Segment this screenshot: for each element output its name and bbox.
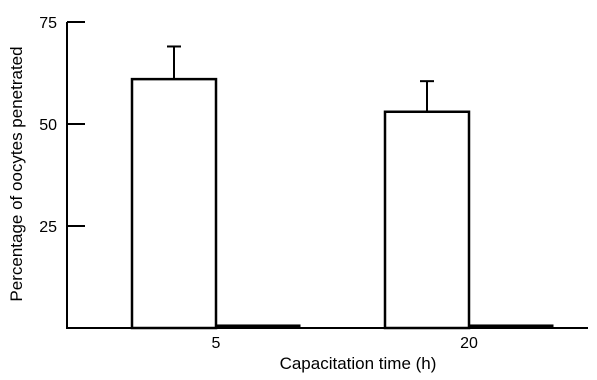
- bar: [130, 77, 218, 330]
- y-tick-label: 25: [39, 219, 57, 236]
- bar: [215, 324, 301, 329]
- x-axis-label: Capacitation time (h): [280, 354, 437, 373]
- y-axis-label: Percentage of oocytes penetrated: [7, 46, 26, 301]
- y-tick-label: 50: [39, 117, 57, 134]
- x-tick-label: 5: [212, 335, 221, 352]
- bar: [468, 324, 554, 329]
- y-axis: 25 50 75: [39, 15, 85, 328]
- bar: [383, 110, 471, 330]
- error-bars: [167, 45, 434, 112]
- y-tick-label: 75: [39, 15, 57, 32]
- x-tick-label: 20: [460, 335, 478, 352]
- x-axis: 5 20: [66, 327, 588, 352]
- bars: [130, 77, 554, 330]
